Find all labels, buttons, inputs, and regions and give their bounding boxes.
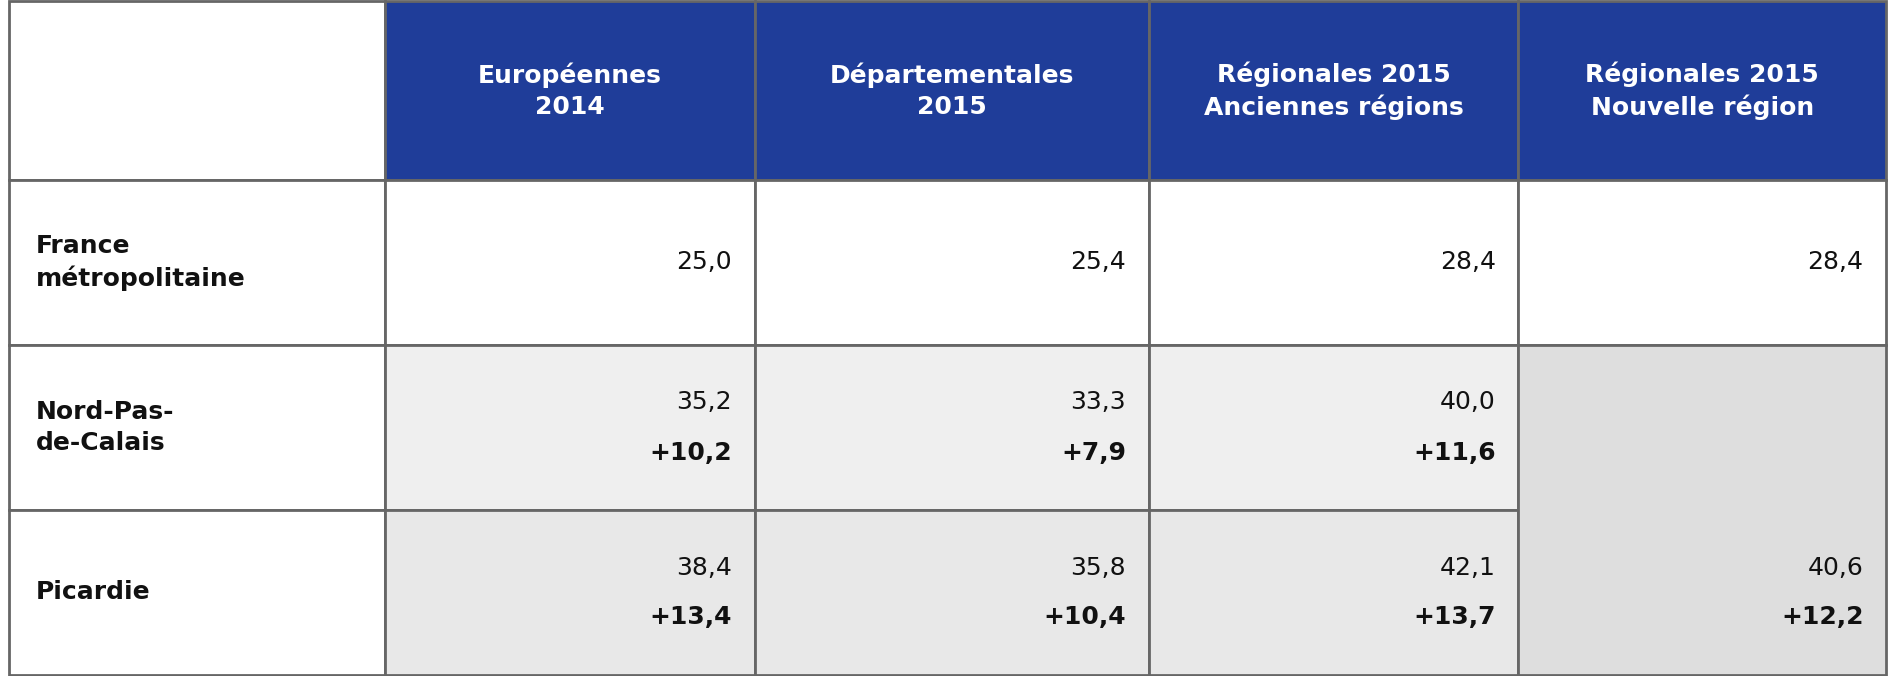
Bar	[1517, 1, 1885, 180]
Text: 28,4: 28,4	[1806, 250, 1863, 274]
Bar	[385, 180, 754, 345]
Bar	[1517, 180, 1885, 345]
Bar	[1149, 345, 1517, 510]
Text: +13,4: +13,4	[650, 604, 731, 629]
Text: Départementales
2015: Départementales 2015	[829, 62, 1073, 119]
Text: +13,7: +13,7	[1413, 604, 1494, 629]
Bar	[754, 1, 1149, 180]
Bar	[9, 510, 385, 675]
Text: 25,4: 25,4	[1069, 250, 1126, 274]
Text: France
métropolitaine: France métropolitaine	[36, 234, 246, 291]
Text: 25,0: 25,0	[676, 250, 731, 274]
Bar	[754, 345, 1149, 510]
Bar	[9, 180, 385, 345]
Bar	[1149, 510, 1517, 675]
Text: Nord-Pas-
de-Calais: Nord-Pas- de-Calais	[36, 400, 174, 454]
Text: 28,4: 28,4	[1439, 250, 1494, 274]
Text: 35,2: 35,2	[676, 389, 731, 414]
Text: Régionales 2015
Anciennes régions: Régionales 2015 Anciennes régions	[1203, 62, 1462, 120]
Text: 38,4: 38,4	[676, 556, 731, 580]
Text: +12,2: +12,2	[1779, 604, 1863, 629]
Bar	[385, 510, 754, 675]
Bar	[1517, 345, 1885, 675]
Bar	[1149, 1, 1517, 180]
Text: 40,0: 40,0	[1439, 389, 1494, 414]
Text: Régionales 2015
Nouvelle région: Régionales 2015 Nouvelle région	[1585, 62, 1819, 120]
Bar	[9, 345, 385, 510]
Text: +11,6: +11,6	[1413, 441, 1494, 465]
Bar	[385, 345, 754, 510]
Text: 33,3: 33,3	[1069, 389, 1126, 414]
Bar	[754, 180, 1149, 345]
Bar	[1149, 180, 1517, 345]
Bar	[385, 1, 754, 180]
Text: 42,1: 42,1	[1439, 556, 1494, 580]
Bar	[9, 1, 385, 180]
Text: Européennes
2014: Européennes 2014	[478, 62, 661, 119]
Text: 40,6: 40,6	[1806, 556, 1863, 580]
Bar	[754, 510, 1149, 675]
Text: +10,4: +10,4	[1043, 604, 1126, 629]
Text: Picardie: Picardie	[36, 580, 151, 604]
Text: 35,8: 35,8	[1069, 556, 1126, 580]
Text: +7,9: +7,9	[1060, 441, 1126, 465]
Text: +10,2: +10,2	[650, 441, 731, 465]
